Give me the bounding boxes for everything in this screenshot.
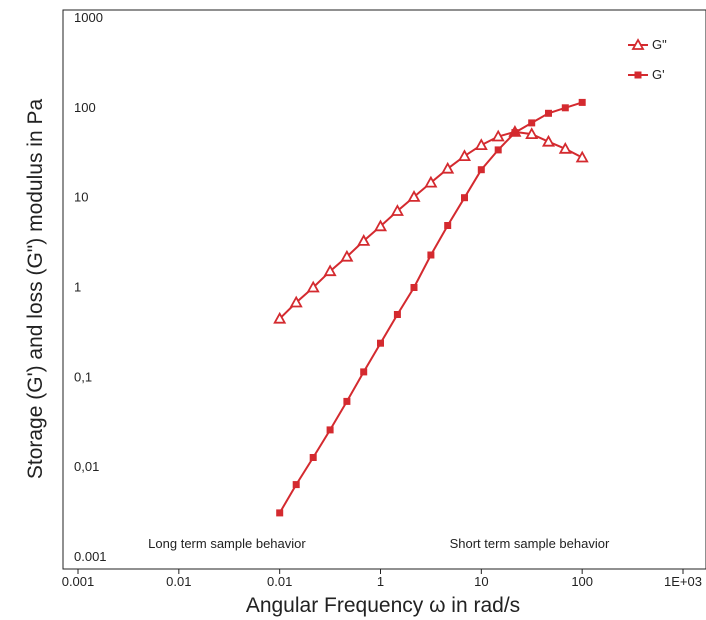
series-g-prime [276,98,586,517]
x-tick-label: 0.001 [62,574,95,589]
data-point [306,280,320,293]
data-point [525,127,539,140]
annotation: Long term sample behavior [148,536,306,551]
x-tick-label: 0.01 [166,574,191,589]
data-point [528,119,536,127]
x-axis-ticks: 0.001 0.01 0.01 1 10 100 1E+03 [62,569,702,589]
data-point [444,222,452,229]
y-axis-title: Storage (G') and loss (G") modulus in Pa [24,99,47,480]
data-point [474,138,488,151]
x-tick-label: 0.01 [267,574,292,589]
legend-label: G" [652,37,667,52]
series-line [278,101,583,514]
data-point [441,161,455,174]
series-line [278,130,583,320]
y-tick-label: 100 [74,100,96,115]
data-point [541,134,556,147]
y-tick-label: 0.001 [74,549,107,564]
data-point [545,109,552,117]
data-point [276,509,284,517]
legend: G" G' [628,37,667,82]
data-point [461,194,468,202]
data-point [340,249,354,262]
data-point [292,481,300,489]
x-tick-label: 1 [377,574,384,589]
x-tick-label: 1E+03 [664,574,702,589]
data-point [289,295,303,308]
data-point [494,146,502,154]
x-axis-title: Angular Frequency ω in rad/s [246,594,520,617]
data-point [343,397,351,405]
data-point [575,150,589,163]
x-tick-label: 10 [474,574,488,589]
data-point [410,284,418,291]
data-point [377,339,384,347]
data-point [578,98,586,106]
data-point [273,311,287,324]
data-point [360,368,368,376]
y-tick-label: 0,1 [74,369,92,384]
legend-item: G" [628,37,667,52]
data-point [393,311,401,318]
y-tick-label: 1 [74,280,81,295]
data-point [457,149,472,162]
data-point [558,141,572,154]
y-tick-label: 10 [74,190,88,205]
annotation: Short term sample behavior [450,536,610,551]
data-point [561,104,569,112]
legend-label: G' [652,67,665,82]
y-tick-label: 0,01 [74,459,99,474]
data-point [511,129,519,137]
series-g-double-prime [273,125,589,324]
data-point [407,190,421,202]
series-layer [273,98,589,517]
legend-marker [634,71,642,79]
legend-marker [631,38,645,50]
legend-item: G' [628,67,665,82]
data-point [477,166,485,174]
data-point [309,454,317,461]
data-point [323,264,337,277]
plot-frame [62,9,706,570]
y-tick-label: 1000 [74,10,103,25]
data-point [427,251,435,259]
data-point [326,426,334,434]
x-tick-label: 100 [571,574,593,589]
annotations: Long term sample behavior Short term samp… [148,536,610,551]
data-point [491,129,505,142]
data-point [424,175,438,188]
data-point [390,204,404,216]
data-point [373,219,388,232]
y-axis-ticks: 0.001 0,01 0,1 1 10 100 1000 [74,10,107,564]
data-point [357,234,371,246]
